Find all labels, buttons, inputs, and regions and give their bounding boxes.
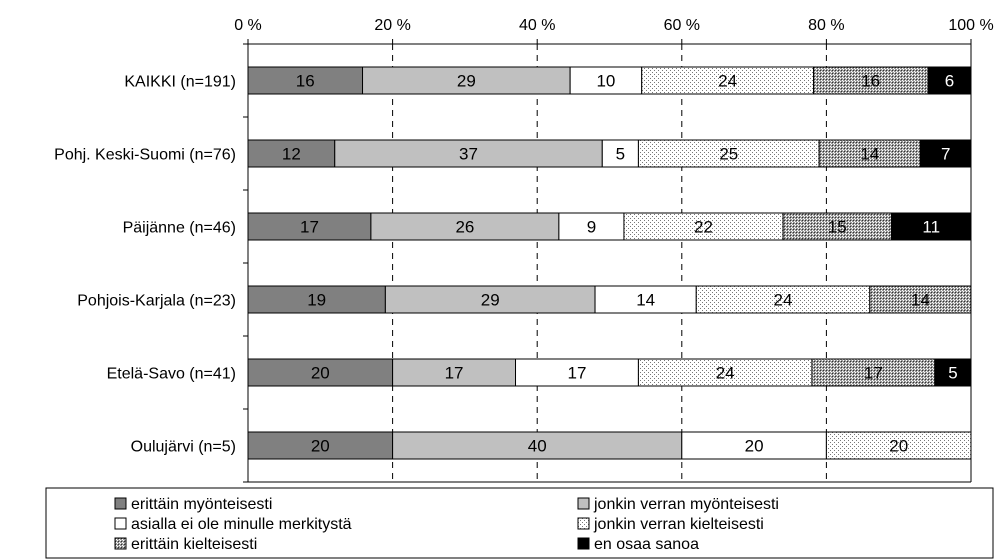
data-label: 11: [922, 218, 940, 237]
category-label: Etelä-Savo (n=41): [107, 366, 236, 383]
bar-segment: [594, 285, 697, 314]
data-label: 17: [568, 364, 587, 383]
legend-swatch: [114, 497, 127, 510]
data-label: 20: [745, 437, 764, 456]
bar-segment: [247, 285, 386, 314]
bar-segment: [601, 139, 639, 168]
bar-segment: [919, 139, 972, 168]
bar-segment: [927, 66, 972, 95]
data-label: 24: [718, 72, 737, 91]
bar-segment: [811, 358, 936, 387]
data-label: 12: [282, 145, 301, 164]
data-label: 29: [481, 291, 500, 310]
x-tick-label: 100 %: [948, 17, 993, 34]
data-label: 25: [719, 145, 738, 164]
data-label: 40: [528, 437, 547, 456]
legend-label: asialla ei ole minulle merkitystä: [131, 516, 352, 533]
x-tick-label: 20 %: [374, 17, 410, 34]
legend-swatch: [114, 537, 127, 550]
axes: 0 % 20 % 40 % 60 % 80 % 100 %: [234, 17, 994, 483]
bar-segment: [362, 66, 571, 95]
legend-label: jonkin verran myönteisesti: [593, 496, 779, 513]
bar-segment: [695, 285, 871, 314]
bar-segment: [392, 431, 683, 460]
data-label: 20: [889, 437, 908, 456]
data-label: 22: [694, 218, 713, 237]
bar-segment: [813, 66, 929, 95]
data-label: 19: [307, 291, 326, 310]
category-label: Pohjois-Karjala (n=23): [77, 293, 236, 310]
bar-segment: [515, 358, 639, 387]
labels: KAIKKI (n=191) 16 29 10 24 16 6 Pohj. Keski-Suo…: [54, 72, 958, 456]
bar-segment: [569, 66, 643, 95]
data-label: 14: [860, 145, 879, 164]
legend-swatch: [577, 537, 590, 550]
category-label: KAIKKI (n=191): [124, 74, 236, 91]
category-label: Pohj. Keski-Suomi (n=76): [54, 147, 236, 164]
data-label: 6: [945, 72, 954, 91]
bar-segment: [370, 212, 560, 241]
gridlines: [392, 44, 827, 482]
bar-segment: [934, 358, 972, 387]
category-label: Oulujärvi (n=5): [131, 439, 236, 456]
data-label: 20: [311, 364, 330, 383]
data-label: 5: [948, 364, 957, 383]
bar-segment: [869, 285, 972, 314]
bar-segment: [681, 431, 827, 460]
category-label: Päijänne (n=46): [123, 220, 236, 237]
data-label: 5: [616, 145, 625, 164]
bar-segment: [825, 431, 972, 460]
legend-label: en osaa sanoa: [594, 536, 699, 553]
bar-segment: [623, 212, 784, 241]
bars: [247, 66, 972, 460]
bar-segment: [247, 431, 394, 460]
x-tick-label: 80 %: [808, 17, 844, 34]
x-tick-label: 40 %: [519, 17, 555, 34]
legend-swatch: [577, 517, 590, 530]
bar-segment: [247, 139, 336, 168]
data-label: 24: [774, 291, 793, 310]
legend-label: jonkin verran kielteisesti: [593, 516, 764, 533]
data-label: 26: [455, 218, 474, 237]
legend-swatch: [114, 517, 127, 530]
data-label: 20: [311, 437, 330, 456]
bar-segment: [818, 139, 921, 168]
x-tick-label: 0 %: [234, 17, 262, 34]
data-label: 37: [459, 145, 478, 164]
legend-box: [45, 487, 994, 559]
data-label: 14: [636, 291, 655, 310]
data-label: 17: [445, 364, 464, 383]
bar-segment: [392, 358, 517, 387]
x-tick-label: 60 %: [664, 17, 700, 34]
bar-segment: [247, 212, 372, 241]
bar-segment: [247, 66, 364, 95]
data-label: 7: [941, 145, 950, 164]
bar-segment: [384, 285, 596, 314]
data-label: 16: [861, 72, 880, 91]
bar-segment: [637, 139, 820, 168]
data-label: 14: [911, 291, 930, 310]
data-label: 10: [596, 72, 615, 91]
bar-segment: [890, 212, 972, 241]
bar-segment: [782, 212, 892, 241]
bar-segment: [637, 358, 813, 387]
bar-segment: [334, 139, 603, 168]
data-label: 9: [587, 218, 596, 237]
bar-segment: [558, 212, 625, 241]
legend: erittäin myönteisesti jonkin verran myönt…: [45, 487, 994, 559]
data-label: 17: [864, 364, 883, 383]
data-label: 16: [296, 72, 315, 91]
data-label: 29: [457, 72, 476, 91]
legend-swatch: [577, 497, 590, 510]
legend-label: erittäin myönteisesti: [131, 496, 272, 513]
legend-label: erittäin kielteisesti: [131, 536, 257, 553]
data-label: 17: [300, 218, 319, 237]
data-label: 24: [716, 364, 735, 383]
data-label: 15: [828, 218, 847, 237]
